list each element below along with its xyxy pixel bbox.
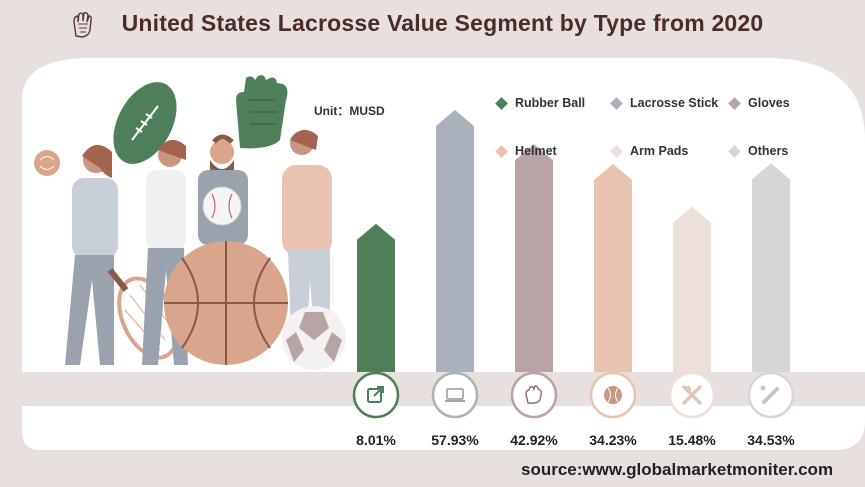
legend-item: Arm Pads (610, 144, 689, 158)
value-label: 15.48% (668, 432, 716, 448)
legend-label: Helmet (515, 144, 557, 158)
legend-item: Lacrosse Stick (610, 96, 719, 110)
legend-item: Rubber Ball (495, 96, 586, 110)
value-label: 34.53% (747, 432, 795, 448)
bar-lacrosse-stick (436, 110, 474, 372)
legend-label: Arm Pads (630, 144, 689, 158)
bar-gloves (515, 144, 553, 372)
glove-icon (525, 385, 543, 404)
bar-arm-pads (673, 206, 711, 372)
value-label: 57.93% (431, 432, 479, 448)
legend-label: Others (748, 144, 789, 158)
value-label: 8.01% (356, 432, 396, 448)
legend-item: Others (728, 144, 789, 158)
share-icon (367, 386, 384, 403)
bar-helmet (594, 164, 632, 372)
legend-marker (610, 96, 623, 110)
bat-icon (682, 385, 702, 405)
legend-marker (495, 96, 508, 110)
legend-label: Rubber Ball (515, 96, 586, 110)
bar-rubber-ball (357, 223, 395, 372)
category-badge (510, 371, 558, 419)
legend-item: Helmet (495, 144, 557, 158)
laptop-icon (445, 388, 465, 402)
legend-marker (495, 144, 508, 158)
sports-illustration (34, 75, 346, 370)
legend-marker (728, 96, 741, 110)
source-text: source:www.globalmarketmoniter.com (521, 460, 834, 479)
value-label: 42.92% (510, 432, 558, 448)
baseball-icon (604, 386, 622, 404)
baseball-glove-icon (73, 12, 92, 38)
legend-marker (728, 144, 741, 158)
chart-title: United States Lacrosse Value Segment by … (121, 10, 764, 36)
category-badge (431, 371, 479, 419)
legend-label: Lacrosse Stick (630, 96, 719, 110)
legend-label: Gloves (748, 96, 790, 110)
bar-others (752, 163, 790, 372)
unit-label: Unit：MUSD (314, 104, 385, 118)
value-label: 34.23% (589, 432, 637, 448)
legend-item: Gloves (728, 96, 790, 110)
legend-marker (610, 144, 623, 158)
stick-icon (760, 385, 779, 404)
